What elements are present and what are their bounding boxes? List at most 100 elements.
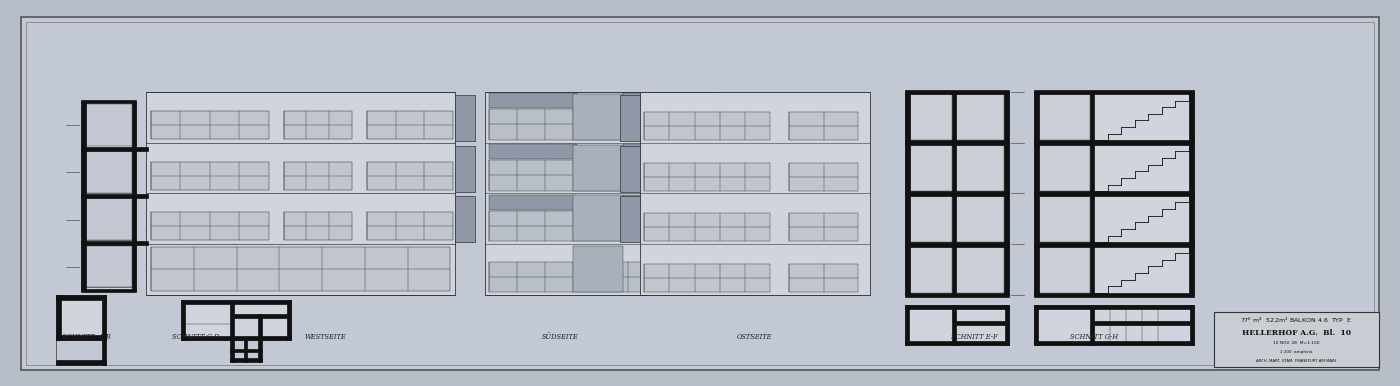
Bar xyxy=(644,213,770,241)
Bar xyxy=(1095,321,1190,325)
Bar xyxy=(490,262,711,292)
Bar xyxy=(1035,341,1194,345)
Bar xyxy=(956,145,1004,191)
Text: SCHNITT E-F: SCHNITT E-F xyxy=(951,333,998,341)
Bar xyxy=(1039,247,1091,293)
Bar xyxy=(151,247,451,291)
Bar xyxy=(956,94,1004,141)
Bar xyxy=(623,144,710,159)
Bar xyxy=(231,340,234,362)
Bar xyxy=(284,111,351,139)
Bar xyxy=(490,160,711,191)
Bar xyxy=(790,112,858,140)
Text: SÜDSEITE: SÜDSEITE xyxy=(542,333,578,341)
Bar xyxy=(284,212,351,240)
Bar xyxy=(181,300,291,340)
Bar xyxy=(620,196,640,242)
Bar xyxy=(1035,92,1039,295)
Text: HELLERHOF A.G.  Bl.  10: HELLERHOF A.G. Bl. 10 xyxy=(1242,329,1351,337)
Bar xyxy=(640,92,869,295)
Bar xyxy=(790,163,858,191)
Text: SCHNITT G-H: SCHNITT G-H xyxy=(1070,333,1119,341)
Bar xyxy=(790,264,858,292)
Bar xyxy=(904,141,1009,145)
Bar xyxy=(1039,196,1091,242)
Text: WESTSEITE: WESTSEITE xyxy=(305,333,347,341)
Bar xyxy=(258,314,262,340)
Bar xyxy=(910,145,952,191)
Bar xyxy=(81,194,136,198)
Bar xyxy=(81,241,136,245)
Bar xyxy=(234,314,287,318)
Bar xyxy=(1035,305,1194,345)
Bar xyxy=(1039,94,1091,141)
Bar xyxy=(81,147,136,151)
Bar xyxy=(102,340,106,365)
Bar xyxy=(1035,191,1194,196)
Bar xyxy=(56,295,106,300)
Bar xyxy=(87,245,132,287)
Bar xyxy=(910,94,952,141)
Bar xyxy=(904,92,910,295)
Bar xyxy=(87,151,132,193)
Bar xyxy=(455,196,476,242)
Bar xyxy=(231,349,262,352)
Text: SCHNITT C-D: SCHNITT C-D xyxy=(172,333,220,341)
Bar xyxy=(904,305,1009,345)
Bar xyxy=(952,92,956,295)
Text: OSTSEITE: OSTSEITE xyxy=(738,333,773,341)
Bar xyxy=(1035,305,1194,309)
Bar xyxy=(910,196,952,242)
Bar xyxy=(146,92,455,295)
Bar xyxy=(644,163,770,191)
Bar xyxy=(1035,90,1194,94)
Bar xyxy=(1004,92,1009,295)
Bar xyxy=(132,102,136,290)
Bar xyxy=(490,109,711,140)
Bar xyxy=(231,300,234,340)
Bar xyxy=(56,295,60,340)
Bar xyxy=(490,93,577,108)
Bar xyxy=(573,246,623,292)
Bar xyxy=(87,198,132,240)
Bar xyxy=(1091,92,1095,295)
Bar xyxy=(1190,305,1194,345)
Bar xyxy=(258,340,262,362)
Bar xyxy=(136,194,148,198)
Bar xyxy=(956,247,1004,293)
Bar xyxy=(56,360,106,365)
Bar xyxy=(1005,305,1009,345)
Bar xyxy=(81,288,136,292)
Bar xyxy=(231,358,262,362)
Bar xyxy=(573,145,623,191)
Bar xyxy=(644,112,770,140)
Bar xyxy=(1214,312,1379,367)
Bar xyxy=(490,195,577,210)
Bar xyxy=(956,196,1004,242)
Bar xyxy=(1035,141,1194,145)
Bar xyxy=(790,213,858,241)
Bar xyxy=(620,95,640,141)
Bar xyxy=(181,336,291,340)
Bar xyxy=(904,191,1009,196)
Text: 77$^6$ m²  52.2m² BALKON 4.6  TYP  E: 77$^6$ m² 52.2m² BALKON 4.6 TYP E xyxy=(1240,315,1352,325)
Bar xyxy=(181,300,185,340)
Bar xyxy=(573,195,623,241)
Bar xyxy=(27,22,1373,365)
Bar xyxy=(151,111,269,139)
Bar xyxy=(904,293,1009,298)
Bar xyxy=(56,335,106,340)
Bar xyxy=(904,341,1009,345)
Bar xyxy=(644,264,770,292)
Text: SCHNITT  A-B: SCHNITT A-B xyxy=(62,333,111,341)
Bar xyxy=(151,161,269,190)
Bar xyxy=(81,102,136,290)
Bar xyxy=(367,212,454,240)
Bar xyxy=(490,211,711,241)
Bar xyxy=(623,93,710,108)
Bar xyxy=(623,195,710,210)
Bar xyxy=(573,94,623,140)
Bar xyxy=(455,95,476,141)
Bar xyxy=(181,300,291,304)
Text: ARCH. MART. STAM, FRANKFURT AM MAIN: ARCH. MART. STAM, FRANKFURT AM MAIN xyxy=(1256,359,1337,363)
